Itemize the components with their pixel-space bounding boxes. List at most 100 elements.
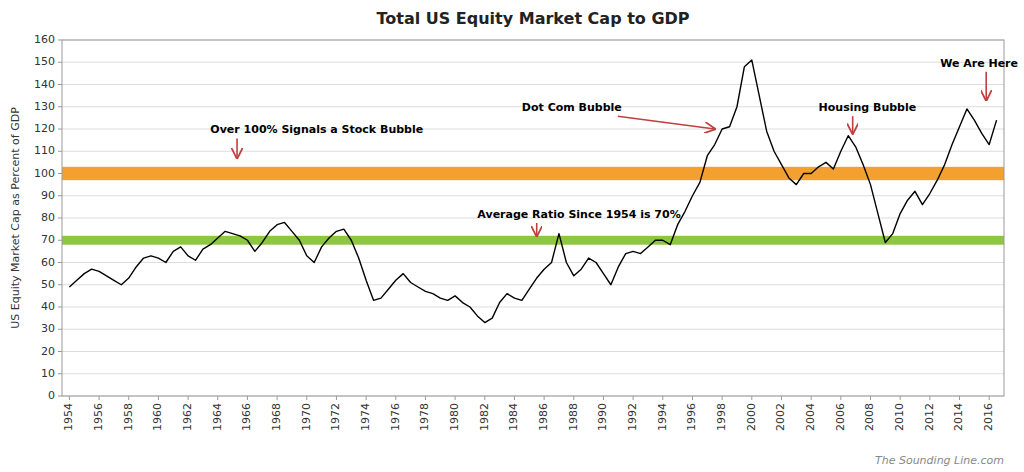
x-tick [336,396,337,400]
annotation-text: Housing Bubble [819,101,917,114]
annotation-text: Average Ratio Since 1954 is 70% [477,208,680,221]
x-tick-label: 2010 [893,403,906,431]
x-tick [158,396,159,400]
y-tick [58,240,62,241]
y-tick [58,129,62,130]
grid-line [62,329,1004,330]
x-tick [662,396,663,400]
x-tick [306,396,307,400]
x-tick-label: 1960 [151,403,164,431]
x-tick [425,396,426,400]
y-tick [58,40,62,41]
grid-line [62,262,1004,263]
y-tick [58,218,62,219]
y-tick [58,262,62,263]
x-tick [69,396,70,400]
x-tick [395,396,396,400]
x-tick-label: 1966 [240,403,253,431]
x-tick [188,396,189,400]
x-tick-label: 1998 [715,403,728,431]
x-tick [128,396,129,400]
y-tick [58,284,62,285]
y-tick-label: 120 [34,122,55,135]
x-tick-label: 1996 [685,403,698,431]
x-tick-label: 1986 [537,403,550,431]
y-tick [58,373,62,374]
x-tick [99,396,100,400]
x-tick-label: 2016 [982,403,995,431]
x-tick-label: 1962 [181,403,194,431]
x-tick [247,396,248,400]
y-tick-label: 20 [41,345,55,358]
x-tick [217,396,218,400]
x-tick-label: 2008 [863,403,876,431]
annotation-arrow [536,223,538,236]
y-tick [58,62,62,63]
y-tick-label: 80 [41,211,55,224]
grid-line [62,84,1004,85]
x-tick-label: 2000 [745,403,758,431]
grid [62,40,1004,396]
grid-line [62,129,1004,130]
y-tick-label: 150 [34,55,55,68]
x-tick [573,396,574,400]
title: Total US Equity Market Cap to GDP [376,9,689,28]
y-tick-label: 90 [41,189,55,202]
grid-line [62,351,1004,352]
y-tick [58,151,62,152]
x-tick-label: 1972 [329,403,342,431]
x-tick [277,396,278,400]
y-tick [58,307,62,308]
y-tick [58,195,62,196]
x-tick-label: 1988 [567,403,580,431]
x-tick-label: 1970 [300,403,313,431]
x-tick-label: 2004 [804,403,817,431]
y-tick-label: 0 [48,389,55,402]
y-tick [58,84,62,85]
grid-line [62,151,1004,152]
x-tick [989,396,990,400]
series-line [69,60,996,323]
annotation-arrow [618,116,715,129]
watermark: The Sounding Line.com [875,454,1004,467]
x-tick-label: 2002 [774,403,787,431]
x-tick-label: 1956 [92,403,105,431]
y-tick-label: 100 [34,167,55,180]
x-axis: 1954195619581960196219641966196819701972… [62,396,995,431]
grid-line [62,373,1004,374]
y-tick-label: 40 [41,300,55,313]
x-tick-label: 1980 [448,403,461,431]
grid-line [62,195,1004,196]
y-tick-label: 160 [34,33,55,46]
background [0,0,1024,472]
annotation-arrow [236,138,238,157]
annotation-text: Dot Com Bubble [522,101,622,114]
x-tick [455,396,456,400]
x-tick [514,396,515,400]
x-tick-label: 2014 [952,403,965,431]
band [62,167,1004,180]
x-tick [366,396,367,400]
x-tick-label: 1974 [359,403,372,431]
x-tick [484,396,485,400]
x-tick-label: 1954 [62,403,75,431]
y-tick-label: 70 [41,233,55,246]
x-tick-label: 1982 [478,403,491,431]
x-tick [781,396,782,400]
y-tick-label: 10 [41,367,55,380]
band [62,236,1004,245]
x-tick [544,396,545,400]
y-axis-label: US Equity Market Cap as Percent of GDP [9,107,22,329]
plot-area [62,60,1004,323]
y-tick-label: 130 [34,100,55,113]
annotation-arrow [985,72,987,100]
y-tick-label: 60 [41,256,55,269]
y-tick [58,106,62,107]
x-tick-label: 1984 [507,403,520,431]
x-tick [603,396,604,400]
y-tick [58,396,62,397]
y-tick-label: 30 [41,322,55,335]
x-tick-label: 2012 [923,403,936,431]
y-tick [58,351,62,352]
annotation-text: We Are Here [940,57,1018,70]
